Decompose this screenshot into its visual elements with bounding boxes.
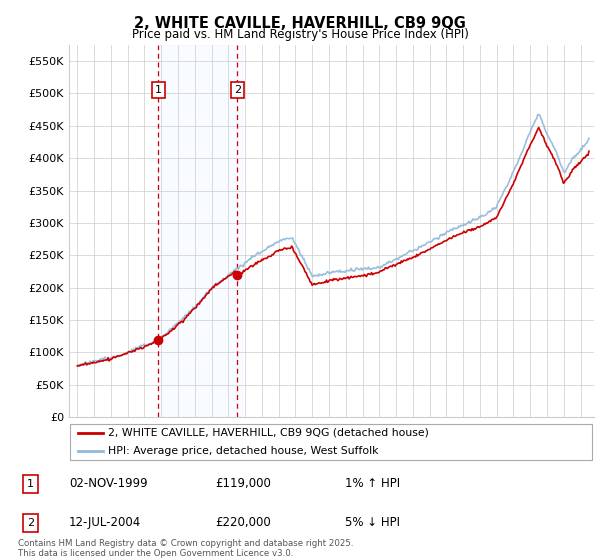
- Text: Price paid vs. HM Land Registry's House Price Index (HPI): Price paid vs. HM Land Registry's House …: [131, 28, 469, 41]
- Text: 1% ↑ HPI: 1% ↑ HPI: [345, 478, 400, 491]
- Text: 1: 1: [155, 85, 162, 95]
- Text: HPI: Average price, detached house, West Suffolk: HPI: Average price, detached house, West…: [109, 446, 379, 456]
- Text: 2: 2: [233, 85, 241, 95]
- Text: 02-NOV-1999: 02-NOV-1999: [69, 478, 148, 491]
- Bar: [158, 45, 242, 417]
- Text: £220,000: £220,000: [215, 516, 271, 529]
- FancyBboxPatch shape: [70, 424, 592, 460]
- Text: 2: 2: [27, 518, 34, 528]
- Text: £119,000: £119,000: [215, 478, 271, 491]
- Text: 2, WHITE CAVILLE, HAVERHILL, CB9 9QG (detached house): 2, WHITE CAVILLE, HAVERHILL, CB9 9QG (de…: [109, 428, 429, 437]
- Text: Contains HM Land Registry data © Crown copyright and database right 2025.
This d: Contains HM Land Registry data © Crown c…: [18, 539, 353, 558]
- Text: 5% ↓ HPI: 5% ↓ HPI: [345, 516, 400, 529]
- Text: 2, WHITE CAVILLE, HAVERHILL, CB9 9QG: 2, WHITE CAVILLE, HAVERHILL, CB9 9QG: [134, 16, 466, 31]
- Text: 1: 1: [27, 479, 34, 489]
- Text: 12-JUL-2004: 12-JUL-2004: [69, 516, 141, 529]
